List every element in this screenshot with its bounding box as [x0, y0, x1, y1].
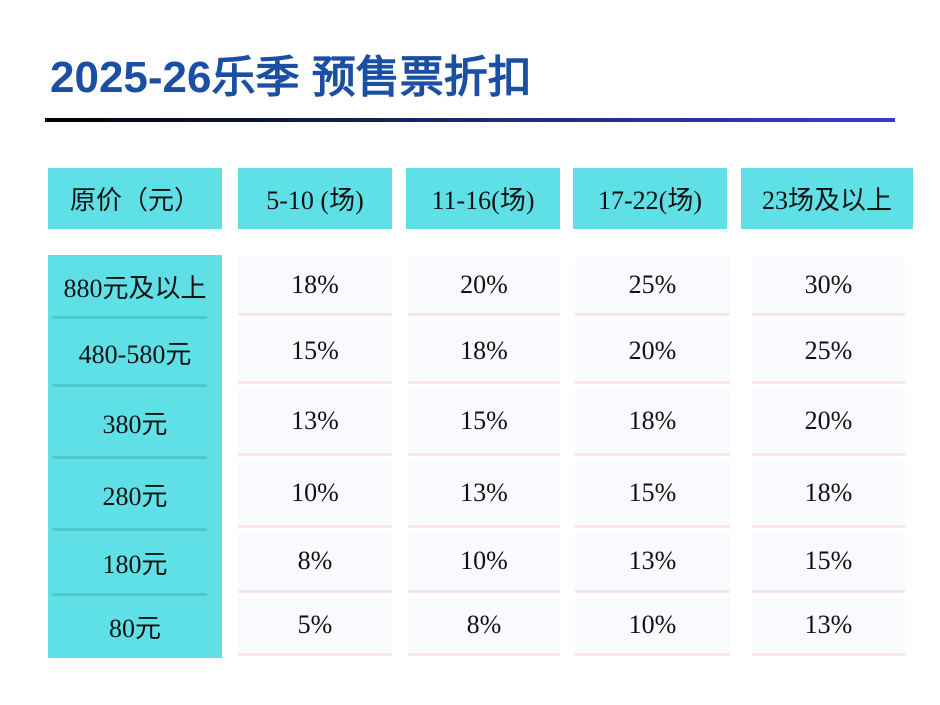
- value-cell: 5%: [238, 597, 392, 656]
- value-cell: 15%: [752, 532, 905, 593]
- row-label: 880元及以上: [63, 274, 207, 303]
- header-cell: 11-16(场): [406, 168, 560, 229]
- value-cell: 18%: [752, 460, 905, 528]
- value-cell: 25%: [575, 257, 730, 316]
- value-cell: 15%: [238, 320, 392, 384]
- value-cell: 13%: [238, 388, 392, 456]
- row-separator: [52, 456, 207, 459]
- row-separator: [52, 384, 207, 387]
- row-label: 380元: [102, 409, 168, 439]
- title-rule: [45, 118, 895, 122]
- value-cell: 8%: [408, 597, 560, 656]
- value-cell: 10%: [238, 460, 392, 528]
- value-cell: 15%: [408, 388, 560, 456]
- title: 2025-26乐季 预售票折扣: [50, 53, 532, 102]
- row-separator: [52, 316, 207, 319]
- value-cell: 25%: [752, 320, 905, 384]
- value-cell: 20%: [575, 320, 730, 384]
- row-label: 80元: [108, 614, 161, 643]
- row-label: 480-580元: [78, 339, 192, 369]
- value-cell: 10%: [408, 532, 560, 593]
- row-label: 180元: [102, 550, 168, 579]
- row-separator: [52, 593, 207, 596]
- value-cell: 18%: [408, 320, 560, 384]
- value-cell: 8%: [238, 532, 392, 593]
- value-cell: 18%: [575, 388, 730, 456]
- value-cell: 20%: [752, 388, 905, 456]
- row-separator: [52, 528, 207, 531]
- header-cell: 17-22(场): [573, 168, 727, 229]
- header-cell: 原价（元）: [48, 168, 222, 229]
- value-cell: 13%: [408, 460, 560, 528]
- value-cell: 20%: [408, 257, 560, 316]
- header-cell: 23场及以上: [741, 168, 913, 229]
- row-label: 280元: [102, 481, 168, 511]
- value-cell: 13%: [752, 597, 905, 656]
- header-cell: 5-10 (场): [238, 168, 392, 229]
- value-cell: 10%: [575, 597, 730, 656]
- value-cell: 13%: [575, 532, 730, 593]
- value-cell: 18%: [238, 257, 392, 316]
- value-cell: 15%: [575, 460, 730, 528]
- value-cell: 30%: [752, 257, 905, 316]
